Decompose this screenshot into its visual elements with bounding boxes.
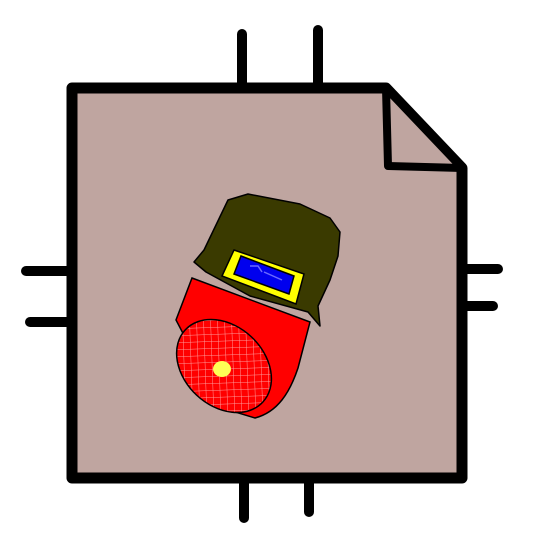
indicator-dot [213, 361, 231, 377]
folded-corner-icon [382, 84, 466, 172]
lens-highlight [250, 265, 283, 281]
lamp-device-icon [175, 193, 341, 419]
lens-glass [233, 255, 295, 295]
device-hood [193, 193, 341, 327]
